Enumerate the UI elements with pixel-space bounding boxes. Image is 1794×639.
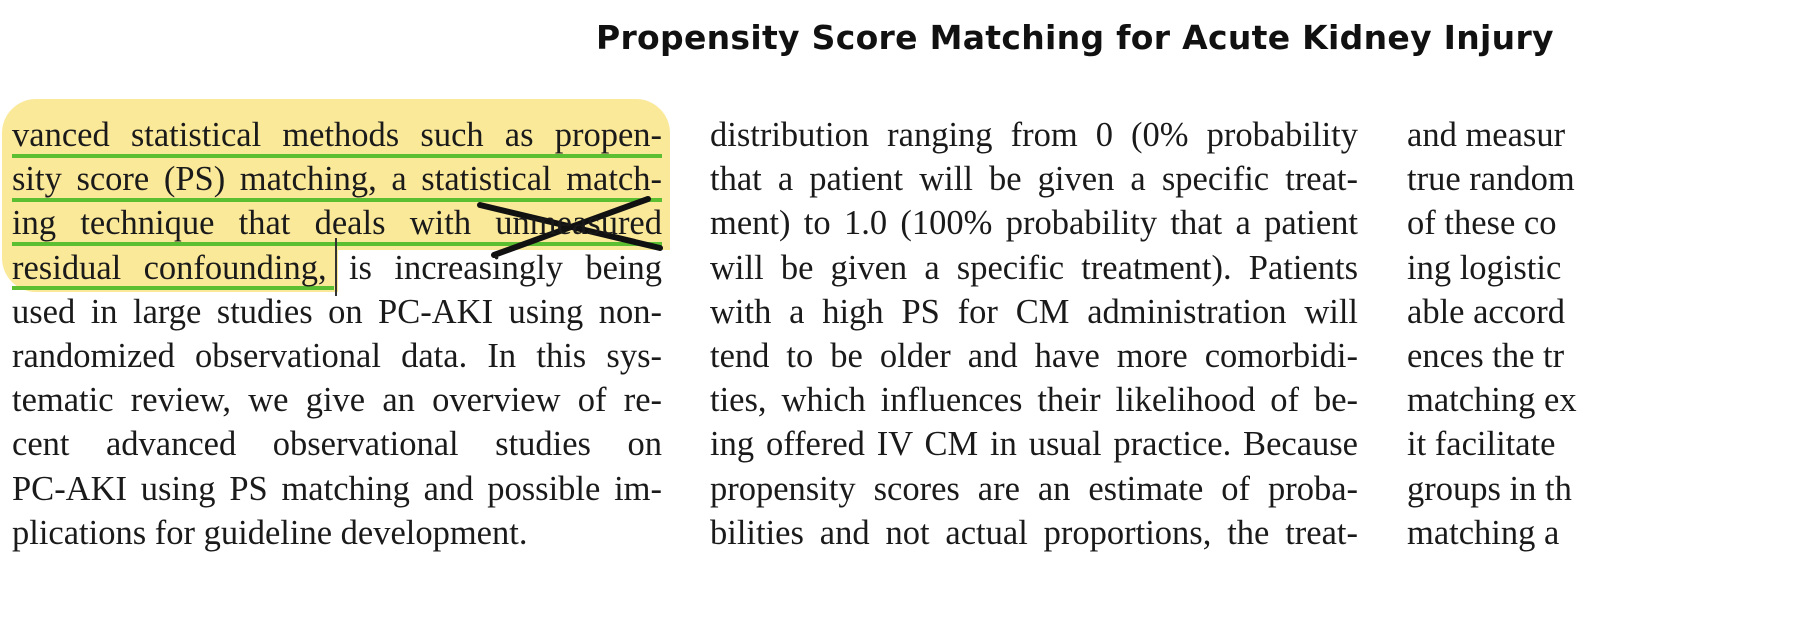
col2-line: propensity scores are an estimate of pro…: [710, 469, 1358, 508]
col3-line: ing logistic: [1407, 248, 1562, 287]
col1-line: used in large studies on PC-AKI using no…: [12, 292, 662, 331]
underline-annotation-line-2[interactable]: [12, 198, 662, 202]
col2-line: with a high PS for CM administration wil…: [710, 292, 1358, 331]
col1-line: cent advanced observational studies on: [12, 425, 662, 464]
col1-line: randomized observational data. In this s…: [12, 336, 662, 375]
col1-line: sity score (PS) matching, a statistical …: [12, 160, 662, 199]
col3-line: ences the tr: [1407, 336, 1565, 375]
col3-line: of these co: [1407, 204, 1557, 243]
text-cursor: [335, 238, 337, 296]
col2-line: ment) to 1.0 (100% probability that a pa…: [710, 204, 1358, 243]
col3-line: it facilitate: [1407, 425, 1556, 464]
col2-line: will be given a specific treatment). Pat…: [710, 248, 1358, 287]
col1-line: PC-AKI using PS matching and possible im…: [12, 469, 662, 508]
text-column-3: and measur true random of these co ing l…: [1407, 113, 1794, 555]
col1-line: vanced statistical methods such as prope…: [12, 116, 662, 154]
col2-line: tend to be older and have more comorbidi…: [710, 336, 1358, 375]
underline-annotation-line-4[interactable]: [12, 286, 334, 290]
col1-line: residual confounding, is increasingly be…: [12, 248, 662, 287]
text-column-1: vanced statistical methods such as prope…: [12, 113, 662, 555]
col1-line: tematic review, we give an overview of r…: [12, 381, 662, 420]
col3-line: able accord: [1407, 292, 1566, 331]
text-column-2: distribution ranging from 0 (0% probabil…: [710, 113, 1358, 555]
col2-line: ties, which influences their likelihood …: [710, 381, 1358, 420]
underline-annotation-line-1[interactable]: [12, 154, 662, 158]
col3-line: matching ex: [1407, 381, 1577, 420]
highlight-edge: [338, 250, 678, 298]
col2-line: distribution ranging from 0 (0% probabil…: [710, 116, 1358, 154]
col2-line: bilities and not actual proportions, the…: [710, 513, 1358, 552]
col2-line: ing offered IV CM in usual practice. Bec…: [710, 425, 1358, 464]
col3-line: and measur: [1407, 116, 1566, 154]
strike-stroke-2: [491, 196, 651, 258]
page-header-title: Propensity Score Matching for Acute Kidn…: [596, 18, 1554, 57]
col2-line: that a patient will be given a specific …: [710, 160, 1358, 199]
underline-annotation-line-3[interactable]: [12, 242, 662, 246]
col1-line: plications for guideline development.: [12, 513, 528, 552]
col1-line: ing technique that deals with unmeasured: [12, 204, 662, 243]
col3-line: matching a: [1407, 513, 1560, 552]
col3-line: true random: [1407, 160, 1575, 199]
col3-line: groups in th: [1407, 469, 1572, 508]
